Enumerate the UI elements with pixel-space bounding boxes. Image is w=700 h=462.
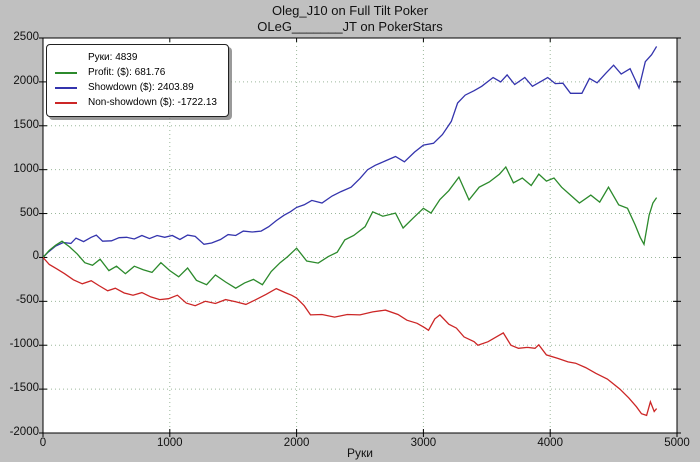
y-tick-label: 0 [32,250,39,263]
series-line-non-showdown [43,256,658,417]
showdown-line-sample [55,86,77,89]
x-tick-label: 5000 [664,437,690,449]
x-tick-label: 1000 [157,437,183,449]
y-tick-label: -2000 [9,426,39,438]
x-tick-label: 3000 [410,437,437,449]
series-line-showdown [43,46,658,258]
series-line-profit [43,165,658,289]
x-tick-label: 4000 [537,437,563,449]
y-tick-label: -1500 [9,382,39,395]
y-tick-label: 1500 [13,118,39,131]
legend-row-profit: Profit: ($): 681.76 [55,65,222,80]
y-tick-label: -500 [15,294,39,307]
y-tick-label: 1000 [13,162,39,175]
y-tick-label: 500 [19,206,39,219]
x-tick-label: 2000 [283,437,310,449]
legend-showdown-label: Showdown ($): 2403.89 [88,82,194,93]
x-axis-label: Руки [347,446,373,460]
legend-sample-empty [55,57,77,59]
legend-row-hands: Руки: 4839 [55,50,222,65]
chart-title-line1: Oleg_J10 on Full Tilt Poker [271,3,429,18]
y-tick-label: 2500 [13,31,39,43]
chart-title: Oleg_J10 on Full Tilt Poker OLeG_______J… [0,3,700,35]
legend-non-showdown-label: Non-showdown ($): -1722.13 [88,97,217,108]
chart-title-line2: OLeG_______JT on PokerStars [257,19,443,34]
legend-row-nonshowdown: Non-showdown ($): -1722.13 [55,95,222,110]
y-tick-label: 2000 [13,74,39,87]
non-showdown-line-sample [55,101,77,104]
legend-profit-label: Profit: ($): 681.76 [88,67,166,78]
profit-line-sample [55,71,77,74]
legend: Руки: 4839 Profit: ($): 681.76 Showdown … [46,44,229,117]
x-tick-label: 0 [39,437,47,449]
y-tick-label: -1000 [9,338,39,351]
legend-row-showdown: Showdown ($): 2403.89 [55,80,222,95]
legend-hands-label: Руки: 4839 [88,52,138,63]
